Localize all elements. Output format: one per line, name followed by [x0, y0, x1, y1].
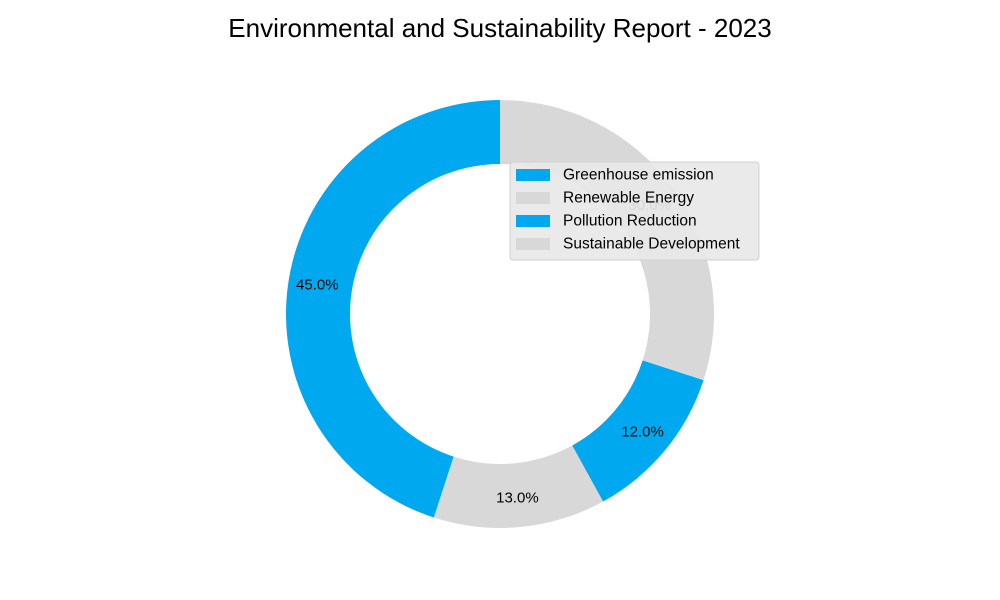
wedge-greenhouse-emission	[285, 100, 500, 518]
pct-label-renewable-energy: 13.0%	[496, 490, 539, 507]
legend-label-pollution-reduction: Pollution Reduction	[563, 213, 697, 230]
pct-label-pollution-reduction: 12.0%	[621, 423, 664, 440]
legend-swatch-pollution-reduction	[516, 215, 550, 227]
legend-swatch-greenhouse-emission	[516, 169, 550, 181]
wedge-renewable-energy	[433, 445, 604, 528]
legend-label-greenhouse-emission: Greenhouse emission	[563, 167, 714, 184]
legend-box	[509, 161, 760, 261]
legend-label-renewable-energy: Renewable Energy	[563, 190, 694, 207]
legend-items: Greenhouse emission Renewable Energy Pollu…	[516, 167, 740, 253]
legend-swatch-renewable-energy	[516, 192, 550, 204]
chart-title: Environmental and Sustainability Report …	[228, 13, 771, 43]
legend-label-sustainable-development: Sustainable Development	[563, 236, 740, 253]
wedge-pollution-reduction	[572, 360, 704, 502]
legend-swatch-sustainable-development	[516, 238, 550, 250]
pct-label-greenhouse-emission: 45.0%	[296, 277, 339, 294]
legend: Greenhouse emission Renewable Energy Pollu…	[509, 161, 760, 261]
